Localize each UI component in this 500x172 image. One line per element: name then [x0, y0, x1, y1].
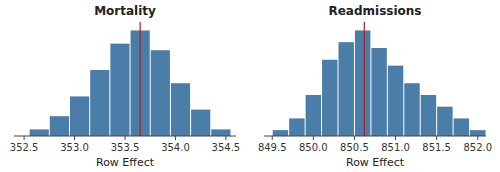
histogram-bar [404, 83, 419, 136]
x-tick-label: 851.5 [422, 142, 451, 153]
histogram-bar [454, 118, 469, 136]
x-tick-label: 852.0 [463, 142, 492, 153]
histogram-bar [191, 110, 210, 136]
x-tick-label: 850.0 [299, 142, 328, 153]
x-tick [436, 136, 437, 140]
panel: Mortality 352.5 353.0 353.5 354.0 354.5 Row Ef… [10, 4, 240, 169]
histogram-bar [70, 96, 89, 136]
x-tick [125, 136, 126, 140]
x-tick-label: 849.5 [258, 142, 287, 153]
histogram-bar [470, 130, 485, 136]
x-tick-label: 353.5 [111, 142, 140, 153]
histogram-bar [371, 48, 386, 136]
x-tick-label: 850.5 [340, 142, 369, 153]
chart-title: Readmissions [328, 4, 421, 18]
x-tick-label: 352.5 [10, 142, 39, 153]
x-tick-label: 353.0 [60, 142, 89, 153]
histogram-bar [171, 83, 190, 136]
histogram-bar [151, 50, 170, 136]
chart-figure: Mortality 352.5 353.0 353.5 354.0 354.5 Row Ef… [0, 0, 500, 172]
plot-area [273, 22, 486, 136]
x-tick [395, 136, 396, 140]
histogram-bar [339, 42, 354, 136]
histogram-bar [30, 129, 49, 136]
x-tick [313, 136, 314, 140]
histogram-bar [211, 129, 230, 136]
panel: Readmissions 849.5 850.0 850.5 851.0 851.5 852… [258, 4, 492, 169]
x-tick-label: 354.0 [161, 142, 190, 153]
histogram-bar [355, 30, 370, 136]
x-tick [272, 136, 273, 140]
x-tick [477, 136, 478, 140]
histogram-bar [273, 130, 288, 136]
x-tick-label: 354.5 [212, 142, 241, 153]
histogram-bar [306, 95, 321, 136]
x-axis-label: Row Effect [346, 156, 405, 169]
x-tick-label: 851.0 [381, 142, 410, 153]
histogram-bar [110, 44, 129, 136]
reference-line [364, 22, 365, 136]
x-tick [225, 136, 226, 140]
x-tick [354, 136, 355, 140]
chart-title: Mortality [94, 4, 156, 18]
plot-area [30, 22, 231, 136]
histogram-bar [90, 70, 109, 136]
x-tick [24, 136, 25, 140]
histogram-bar [388, 66, 403, 136]
histogram-bar [50, 116, 69, 136]
histogram-bar [437, 107, 452, 136]
reference-line [140, 22, 141, 136]
x-axis-line [264, 136, 486, 137]
x-axis-label: Row Effect [96, 156, 155, 169]
histogram-bar [289, 118, 304, 136]
histogram-bar [322, 60, 337, 136]
histogram-bar [421, 95, 436, 136]
x-tick [74, 136, 75, 140]
x-tick [175, 136, 176, 140]
